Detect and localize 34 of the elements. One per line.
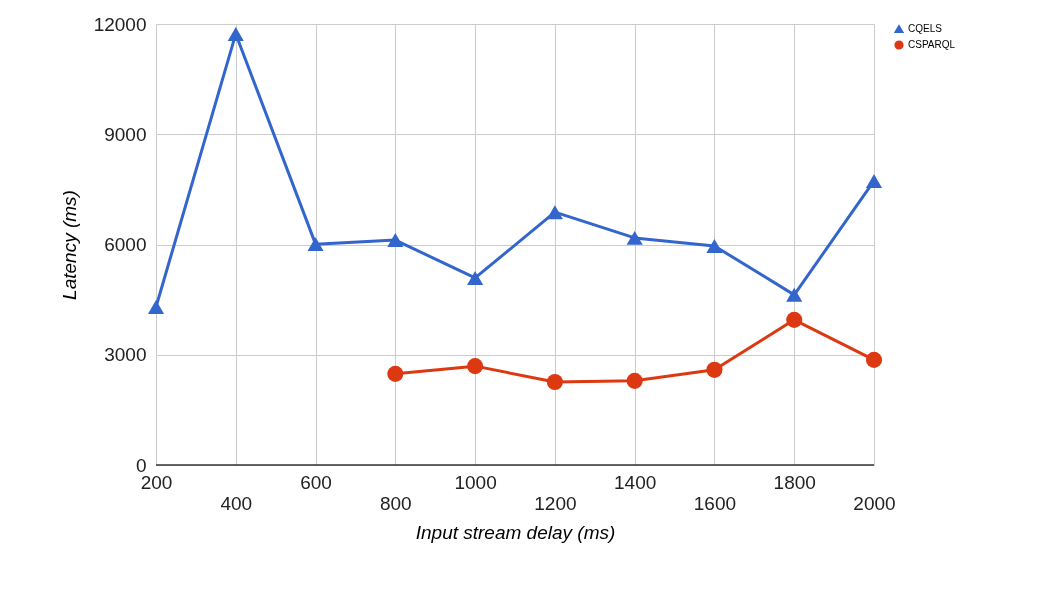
point bbox=[786, 311, 803, 328]
point bbox=[626, 230, 643, 245]
point bbox=[706, 238, 723, 253]
y-tick-label: 9000 bbox=[104, 123, 147, 145]
point bbox=[467, 358, 484, 375]
point bbox=[147, 299, 165, 314]
y-tick-label: 3000 bbox=[104, 344, 147, 366]
legend-label: CSPARQL bbox=[908, 39, 956, 50]
point bbox=[227, 26, 244, 41]
legend-label: CQELS bbox=[908, 23, 943, 34]
x-axis-title: Input stream delay (ms) bbox=[415, 521, 616, 543]
x-tick-label: 1000 bbox=[454, 471, 497, 493]
x-tick-label: 600 bbox=[300, 471, 332, 493]
point bbox=[387, 233, 404, 248]
y-axis-title: Latency (ms) bbox=[58, 190, 80, 300]
x-tick-label: 1800 bbox=[773, 471, 816, 493]
x-tick-label: 800 bbox=[379, 492, 412, 514]
x-tick-label: 2000 bbox=[853, 492, 896, 514]
point bbox=[546, 205, 563, 220]
x-tick-label: 400 bbox=[220, 492, 253, 514]
point bbox=[307, 237, 324, 252]
point bbox=[706, 361, 723, 378]
point bbox=[546, 373, 563, 390]
point bbox=[865, 173, 883, 188]
point bbox=[786, 287, 803, 302]
point bbox=[467, 270, 484, 285]
point bbox=[865, 351, 883, 368]
x-tick-label: 1600 bbox=[693, 492, 737, 514]
y-tick-label: 12000 bbox=[93, 13, 147, 35]
y-tick-label: 6000 bbox=[104, 234, 147, 255]
point bbox=[387, 365, 404, 382]
x-tick-label: 1200 bbox=[534, 492, 577, 514]
x-tick-label: 1400 bbox=[614, 471, 657, 493]
point bbox=[626, 372, 643, 389]
